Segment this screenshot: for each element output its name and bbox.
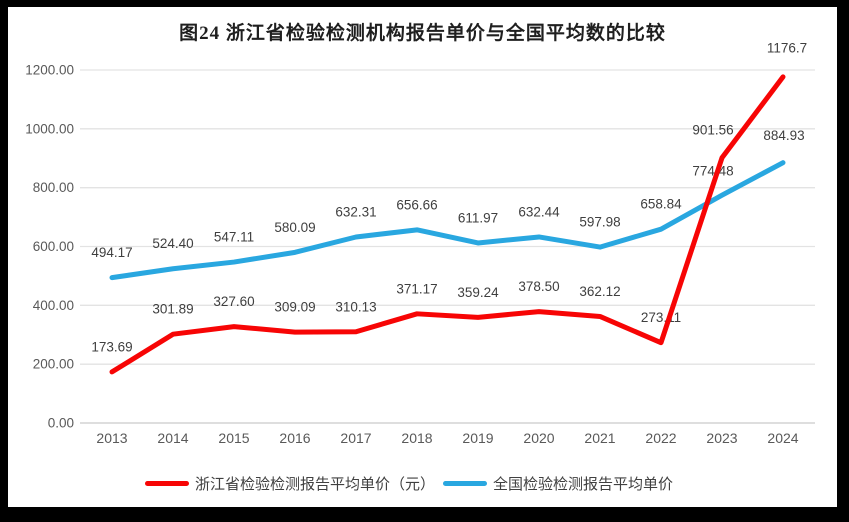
data-label: 378.50	[518, 279, 559, 294]
data-label: 1176.7	[767, 40, 807, 55]
x-tick-label: 2016	[279, 430, 310, 446]
x-tick-label: 2015	[218, 430, 249, 446]
gridlines-group: 0.00 200.00 400.00 600.00 800.00 1000.00 1200.…	[25, 63, 815, 431]
series-line-national	[109, 160, 786, 281]
data-label: 310.13	[335, 299, 376, 314]
y-tick-label: 1200.00	[25, 63, 74, 78]
data-label: 494.17	[91, 245, 132, 260]
x-tick-label: 2020	[523, 430, 554, 446]
series-line-zhejiang	[109, 74, 786, 375]
legend-swatch-national-icon	[443, 481, 488, 486]
y-tick-label: 400.00	[33, 298, 74, 313]
data-label: 580.09	[274, 220, 315, 235]
data-label: 656.66	[396, 197, 437, 212]
x-tick-label: 2018	[401, 430, 432, 446]
data-label: 173.69	[91, 339, 132, 354]
y-tick-label: 0.00	[48, 416, 74, 431]
y-tick-label: 800.00	[33, 180, 74, 195]
data-label: 362.12	[579, 284, 620, 299]
data-label: 884.93	[763, 128, 804, 143]
data-label: 327.60	[213, 294, 254, 309]
x-tick-label: 2021	[584, 430, 615, 446]
legend-label-national: 全国检验检测报告平均单价	[493, 476, 674, 493]
data-label: 309.09	[274, 300, 315, 315]
x-tick-label: 2017	[340, 430, 371, 446]
data-label: 301.89	[152, 302, 193, 317]
data-label: 774.48	[692, 164, 733, 179]
chart-title: 图24 浙江省检验检测机构报告单价与全国平均数的比较	[179, 23, 666, 44]
legend: 浙江省检验检测报告平均单价（元） 全国检验检测报告平均单价	[145, 473, 673, 494]
legend-item-zhejiang: 浙江省检验检测报告平均单价（元）	[145, 473, 435, 494]
chart-panel: 图24 浙江省检验检测机构报告单价与全国平均数的比较 0.00 200.00 400…	[8, 7, 837, 507]
legend-swatch-zhejiang-icon	[145, 481, 189, 486]
data-label: 901.56	[692, 122, 733, 137]
data-label: 273.11	[641, 310, 681, 325]
legend-label-zhejiang: 浙江省检验检测报告平均单价（元）	[195, 476, 436, 493]
data-label: 632.44	[518, 204, 560, 219]
data-label: 658.84	[640, 197, 682, 212]
x-tick-label: 2019	[462, 430, 493, 446]
y-tick-label: 1000.00	[25, 121, 74, 136]
x-tick-label: 2014	[157, 430, 188, 446]
data-label: 524.40	[152, 236, 193, 251]
data-label: 597.98	[579, 215, 620, 230]
data-label: 371.17	[396, 281, 437, 296]
plot-area: 0.00 200.00 400.00 600.00 800.00 1000.00 1200.…	[25, 40, 815, 446]
x-axis-group: 2013 2014 2015 2016 2017 2018 2019 2020 2021 2022…	[96, 430, 798, 446]
data-label: 547.11	[214, 230, 254, 245]
legend-item-national: 全国检验检测报告平均单价	[443, 473, 673, 494]
data-label: 611.97	[458, 210, 498, 225]
y-tick-label: 200.00	[33, 357, 74, 372]
x-tick-label: 2024	[767, 430, 798, 446]
x-tick-label: 2023	[706, 430, 737, 446]
data-labels-group: 173.69 301.89 327.60 309.09 310.13 371.17 359.…	[91, 40, 807, 354]
x-tick-label: 2013	[96, 430, 127, 446]
data-label: 632.31	[335, 204, 376, 219]
y-tick-label: 600.00	[33, 239, 74, 254]
data-label: 359.24	[457, 285, 499, 300]
x-tick-label: 2022	[645, 430, 676, 446]
